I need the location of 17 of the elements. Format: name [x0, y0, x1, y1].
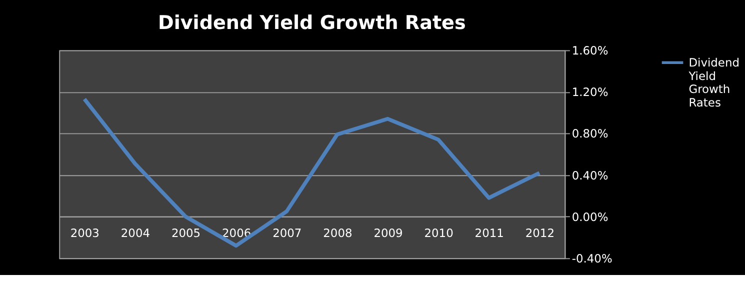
- y-tick-label: 1.20%: [572, 85, 608, 100]
- x-tick-label: 2009: [374, 226, 403, 240]
- y-tick-label: 0.00%: [572, 210, 608, 224]
- x-tick-label: 2008: [323, 226, 352, 240]
- legend-label: Dividend Yield Growth Rates: [688, 55, 740, 110]
- chart-title: Dividend Yield Growth Rates: [158, 12, 466, 34]
- x-tick-label: 2005: [171, 226, 201, 240]
- y-tick-label: -0.40%: [572, 251, 612, 266]
- x-tick-label: 2010: [424, 226, 454, 240]
- x-tick-label: 2011: [474, 226, 504, 240]
- y-tick-label: 0.80%: [572, 126, 608, 141]
- y-tick-label: 1.60%: [572, 44, 608, 58]
- x-tick-label: 2003: [70, 226, 100, 240]
- x-tick-label: 2007: [272, 226, 302, 240]
- x-tick-label: 2012: [525, 226, 554, 240]
- x-tick-label: 2004: [120, 226, 150, 240]
- y-tick-label: 0.40%: [572, 168, 608, 182]
